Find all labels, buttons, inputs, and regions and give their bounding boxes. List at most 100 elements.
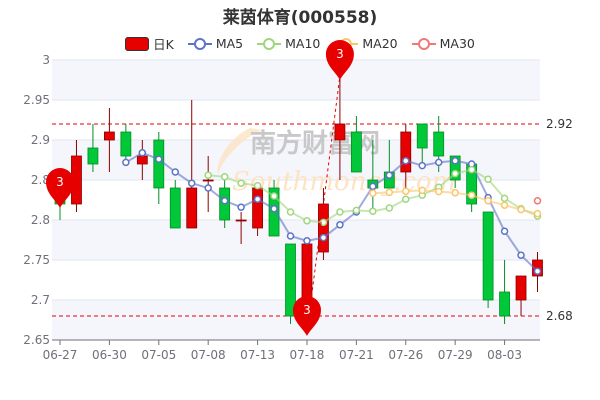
ma20-point	[484, 197, 492, 205]
ma10-point	[467, 165, 476, 174]
legend: 日K MA5 MA10 MA20 MA30	[0, 34, 600, 53]
candle	[120, 124, 132, 164]
candle	[515, 275, 527, 316]
legend-item[interactable]: 日K	[125, 34, 174, 53]
ma20-point	[500, 201, 509, 209]
ma30-point	[533, 197, 542, 205]
ma5-point	[517, 251, 525, 259]
x-tick-label: 07-26	[388, 348, 423, 362]
pin-shape	[325, 40, 354, 80]
ma10-point	[451, 169, 459, 178]
candle-body	[169, 187, 181, 229]
grid-band	[52, 220, 540, 260]
candle-body	[482, 211, 494, 301]
candle	[482, 211, 494, 308]
candle	[416, 123, 428, 164]
ma20-point	[451, 189, 459, 197]
candle-body	[400, 131, 412, 173]
ma10-point	[286, 208, 295, 216]
legend-item[interactable]: MA10	[257, 34, 320, 53]
ma5-point	[533, 267, 542, 275]
ma5-point	[220, 197, 229, 205]
candle	[350, 116, 362, 173]
ma5-point	[138, 149, 147, 157]
ma5-point	[286, 232, 295, 240]
y-tick-label: 2.75	[23, 253, 50, 267]
ma20-point	[402, 187, 410, 195]
candle	[202, 156, 214, 212]
candle-body	[449, 155, 461, 181]
marker-pin: 3	[46, 168, 74, 208]
candle-body	[285, 243, 296, 317]
chart-title: 莱茵体育(000558)	[222, 8, 378, 28]
candle-body	[334, 123, 346, 141]
x-tick-label: 07-13	[240, 348, 275, 362]
candle-body	[103, 131, 115, 141]
pin-label: 3	[336, 47, 344, 61]
ma20-point	[467, 191, 476, 199]
ma20-point	[434, 187, 443, 196]
pin-shape	[46, 168, 74, 208]
x-tick-label: 08-03	[487, 348, 522, 362]
grid-band	[52, 60, 540, 100]
ma5-point	[171, 168, 180, 176]
watermark-logo	[217, 128, 262, 175]
candle	[235, 212, 247, 244]
candle-body	[186, 187, 198, 229]
ma10-point	[484, 175, 492, 183]
x-tick-label: 07-05	[141, 348, 176, 362]
candle-body	[252, 187, 263, 229]
ma5-point	[303, 237, 311, 245]
x-tick-label: 07-18	[290, 348, 325, 362]
x-tick-label: 06-30	[92, 348, 127, 362]
candle-body	[318, 203, 329, 253]
marker-pin: 3	[292, 296, 321, 336]
ma5-point	[402, 157, 410, 165]
candle	[285, 243, 296, 324]
ma5-point	[155, 155, 163, 163]
ma10-point	[253, 181, 262, 190]
ma20-point	[418, 186, 426, 195]
ma5-point	[369, 182, 377, 191]
ma10-point	[385, 204, 394, 212]
line-legend-icon	[187, 37, 212, 50]
y-tick-label: 2.9	[31, 133, 50, 147]
candle-body	[416, 123, 428, 149]
candle-body	[136, 155, 148, 165]
candle	[186, 100, 198, 229]
candle-body	[515, 275, 527, 301]
ma5-point	[451, 157, 459, 165]
reference-line-label: 2.92	[546, 117, 573, 131]
ma10-point	[270, 192, 278, 200]
ma10-point	[220, 173, 229, 181]
legend-label: MA5	[215, 36, 244, 51]
ma5-point	[122, 158, 130, 167]
ma10-point	[303, 217, 311, 225]
y-tick-label: 3	[42, 53, 50, 67]
ma10-point	[352, 206, 361, 215]
pin-shape	[292, 296, 321, 336]
legend-item[interactable]: MA30	[411, 34, 475, 53]
ma5-point	[253, 195, 262, 203]
x-tick-label: 07-21	[339, 348, 374, 362]
candle-body	[120, 131, 132, 157]
candle-body	[235, 219, 247, 222]
candle	[169, 180, 181, 229]
legend-label: MA10	[285, 36, 321, 51]
pin-label: 3	[56, 175, 64, 189]
ma5-point	[500, 227, 509, 235]
y-tick-label: 2.65	[23, 333, 50, 347]
legend-item[interactable]: MA5	[187, 34, 244, 53]
ma20-point	[533, 209, 542, 218]
ma20-point	[385, 188, 394, 197]
ma10-point	[204, 171, 212, 179]
ma10-point	[336, 208, 344, 216]
x-tick-label: 06-27	[43, 348, 78, 362]
ma5-point	[418, 161, 426, 170]
ma10-point	[369, 207, 377, 215]
legend-label: MA30	[439, 36, 475, 51]
candle	[87, 124, 99, 172]
candle-body	[153, 139, 165, 189]
ma10-point	[402, 195, 410, 203]
